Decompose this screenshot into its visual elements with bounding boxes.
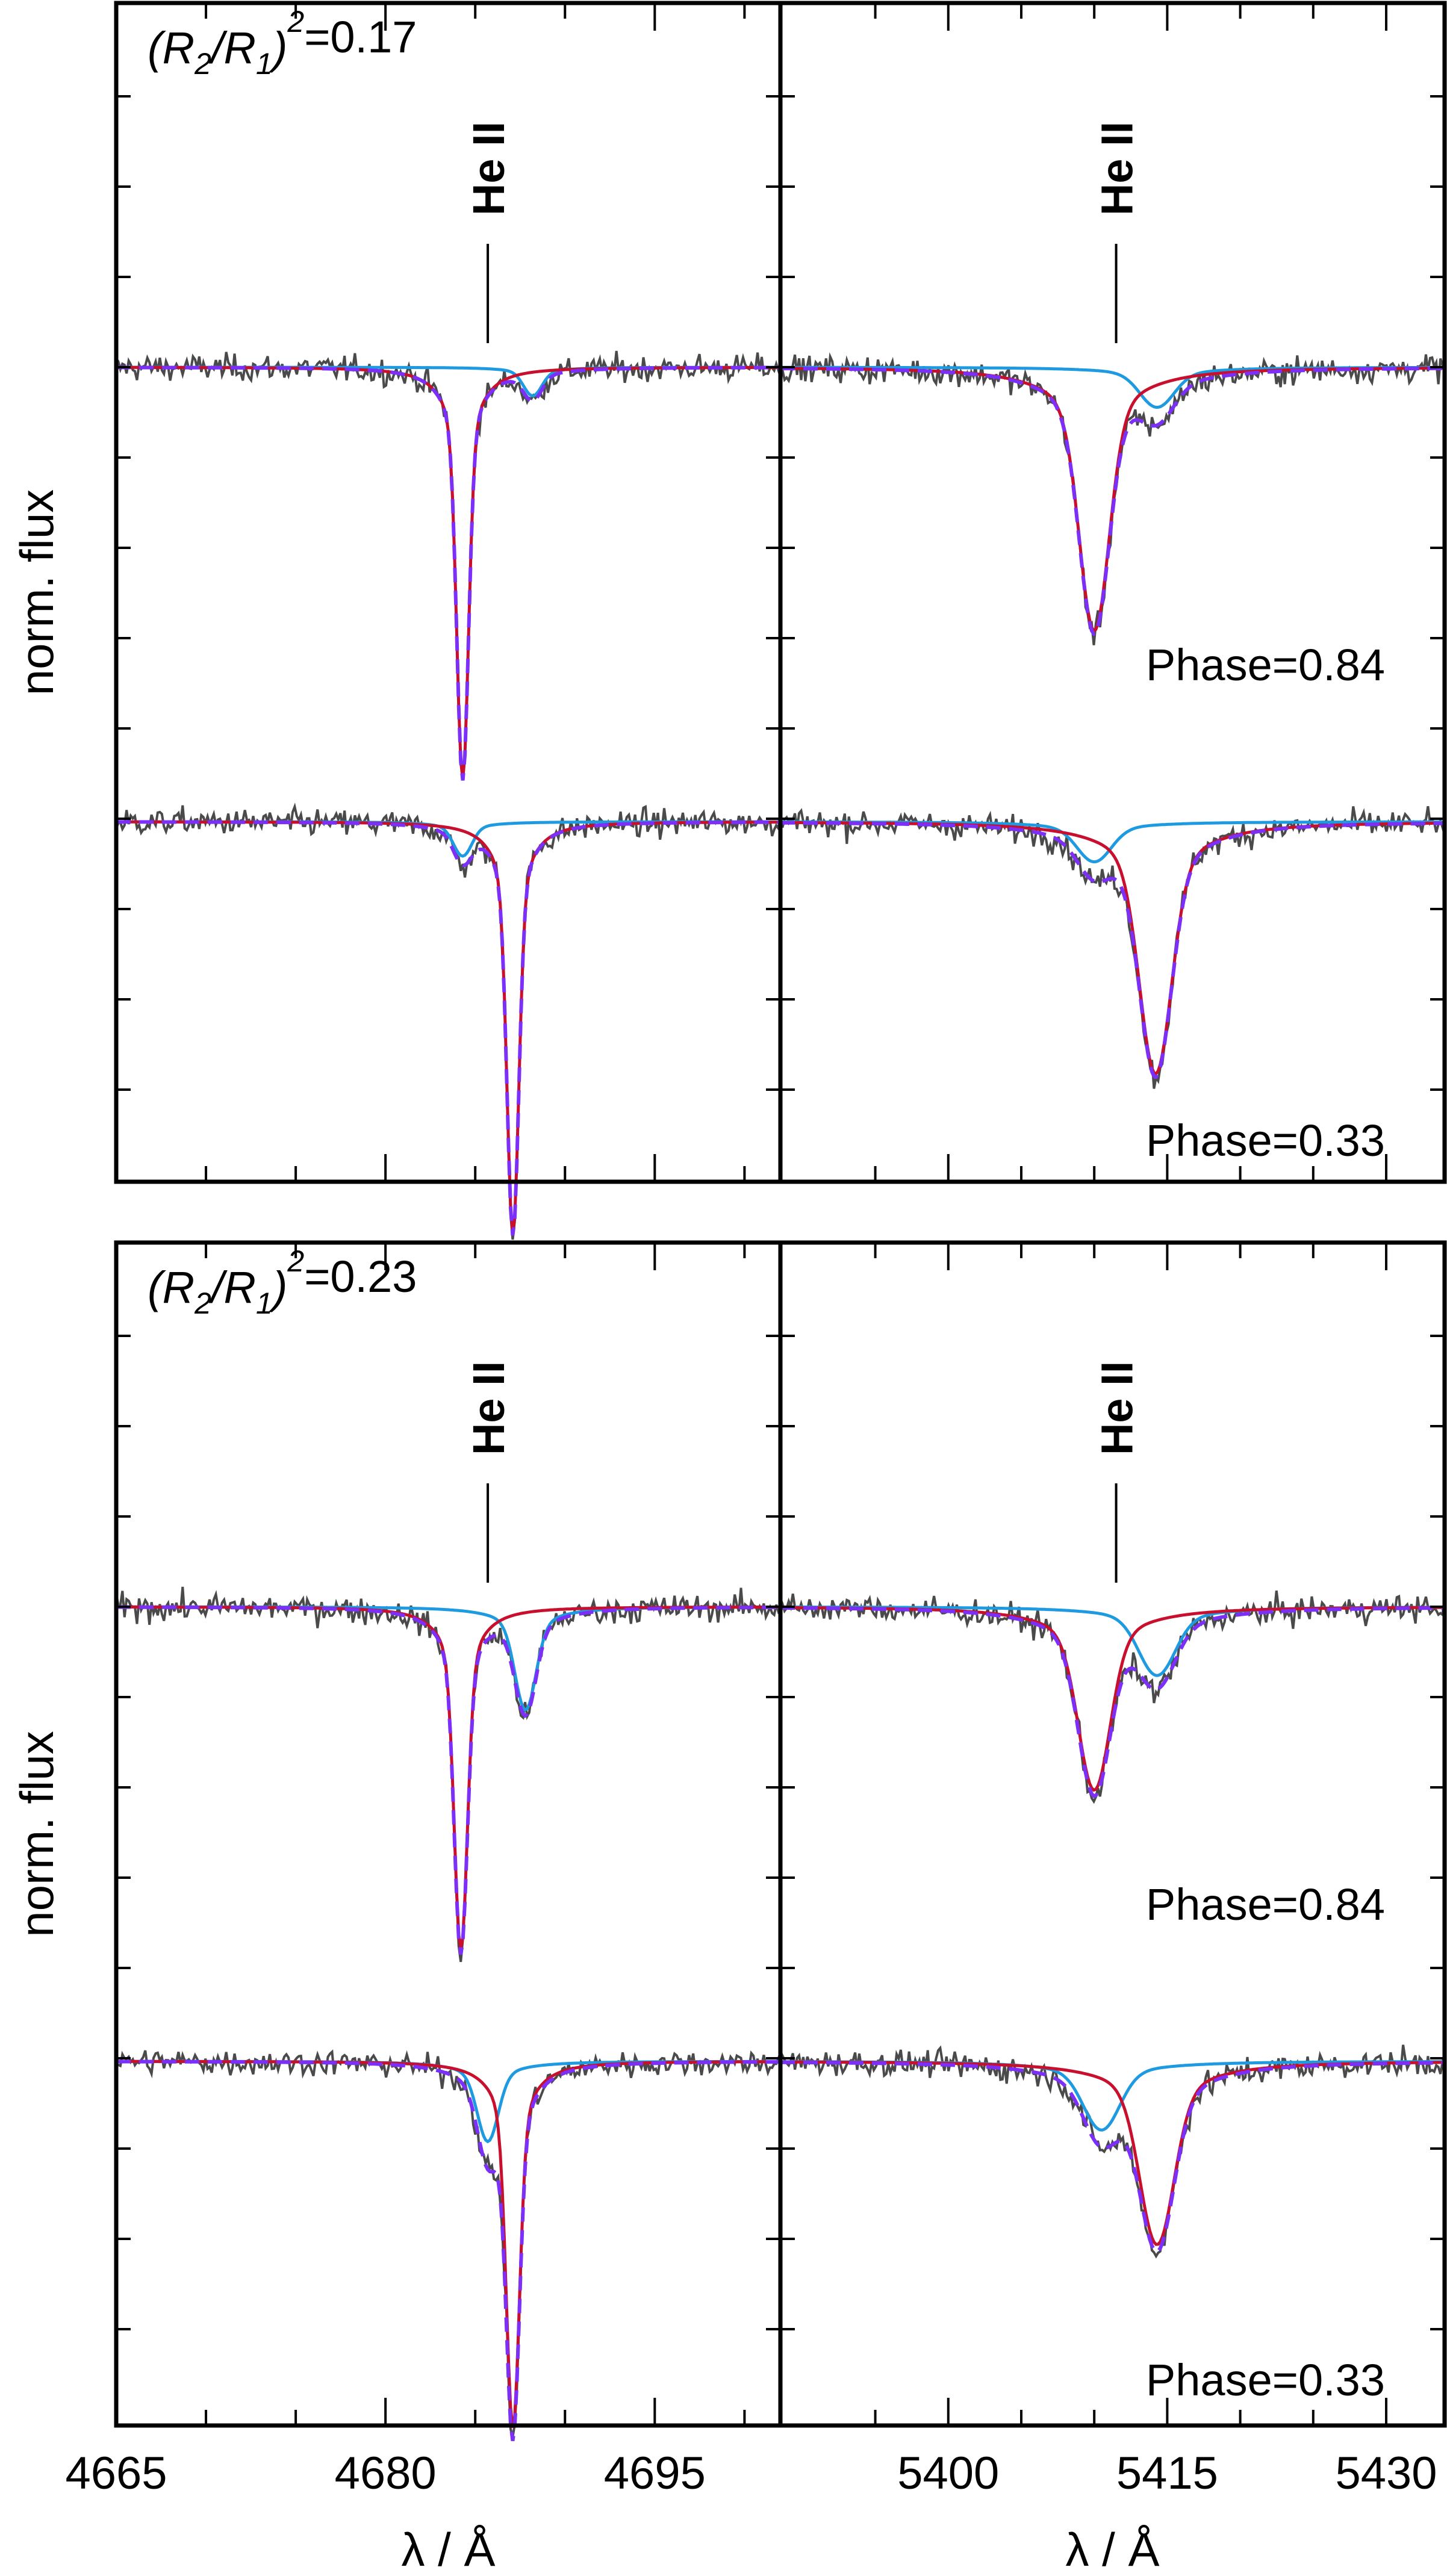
text-layer: He II He II Phase=0.84 Phase=0.33 norm. flux… (10, 5, 1437, 2576)
composite-model (780, 2060, 1445, 2254)
primary-model (116, 2059, 780, 2429)
observed-spectrum (779, 2044, 1446, 2259)
composite-model (780, 366, 1445, 637)
he-ii-label: He II (1092, 122, 1142, 216)
primary-model (780, 821, 1445, 1076)
curves-layer (115, 350, 1446, 2441)
ratio-ratio-sub1: 2 (194, 47, 211, 81)
x-tick-label: 4665 (65, 2448, 167, 2499)
secondary-model (780, 1606, 1445, 1677)
composite-model (116, 365, 781, 781)
primary-model (780, 2060, 1445, 2246)
x-tick-label: 5400 (897, 2448, 999, 2499)
phase-label: Phase=0.84 (1146, 640, 1385, 690)
ratio-ratio-prefix: (R (148, 1262, 194, 1312)
composite-model (780, 1606, 1445, 1798)
primary-model (116, 365, 780, 780)
ratio-ratio-value: =0.17 (304, 12, 417, 62)
phase-label: Phase=0.33 (1146, 2355, 1385, 2405)
panel-frame (778, 1, 1447, 1184)
ratio-ratio-prefix: (R (148, 23, 194, 73)
observed-spectrum (115, 350, 782, 777)
phase-label: Phase=0.84 (1146, 1879, 1385, 1929)
x-tick-label: 5415 (1116, 2448, 1218, 2499)
observed-spectrum (115, 802, 782, 1240)
ratio-ratio-value: =0.23 (304, 1252, 417, 1302)
composite-model (116, 2059, 780, 2441)
he-ii-label: He II (464, 1361, 514, 1455)
he-ii-label: He II (464, 122, 514, 216)
x-tick-label: 4695 (604, 2448, 706, 2499)
ratio-ratio-sub2: 1 (256, 1286, 273, 1320)
observed-spectrum (115, 1586, 782, 1963)
panel-frame (114, 1240, 783, 2428)
primary-model (116, 820, 780, 1235)
y-axis-label: norm. flux (10, 1731, 63, 1937)
ratio-ratio-mid: /R (208, 1262, 256, 1312)
primary-model (780, 1606, 1445, 1792)
composite-model (116, 1605, 780, 1955)
ratio-ratio-sup: 2 (287, 5, 304, 39)
phase-label: Phase=0.33 (1146, 1116, 1385, 1165)
composite-model (780, 821, 1445, 1079)
primary-model (116, 1605, 780, 1951)
composite-model (116, 820, 780, 1236)
x-tick-label: 4680 (335, 2448, 437, 2499)
observed-spectrum (779, 1591, 1446, 1804)
radius-ratio-label: (R2/R1)2=0.17 (148, 5, 417, 81)
ratio-ratio-sub1: 2 (194, 1286, 211, 1320)
x-axis-label: λ / Å (401, 2523, 495, 2576)
y-axis-label: norm. flux (10, 489, 63, 695)
ratio-ratio-sub2: 1 (256, 47, 273, 81)
observed-spectrum (116, 2049, 782, 2438)
he-ii-label: He II (1092, 1361, 1142, 1455)
radius-ratio-label: (R2/R1)2=0.23 (148, 1244, 417, 1320)
x-tick-label: 5430 (1335, 2448, 1437, 2499)
frames-layer (114, 1, 1447, 2428)
ratio-ratio-sup: 2 (287, 1244, 304, 1278)
x-axis-label: λ / Å (1065, 2523, 1159, 2576)
ratio-ratio-mid: /R (208, 23, 256, 73)
panel-frame (778, 1240, 1447, 2428)
panel-frame (114, 1, 783, 1184)
